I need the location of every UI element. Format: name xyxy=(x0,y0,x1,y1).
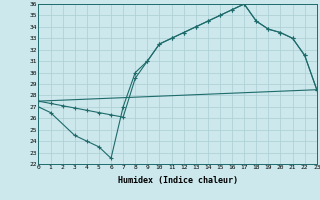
X-axis label: Humidex (Indice chaleur): Humidex (Indice chaleur) xyxy=(118,176,238,185)
